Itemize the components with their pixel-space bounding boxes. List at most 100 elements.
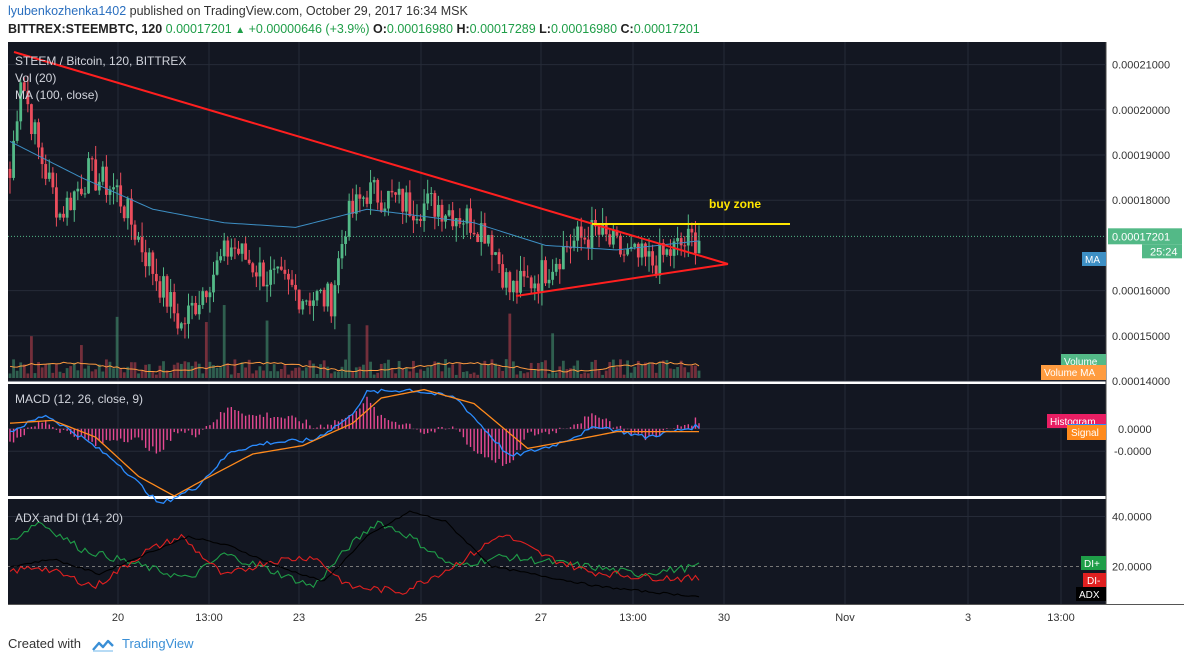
time-axis-tick-label: 23 <box>293 612 305 624</box>
volume-bar <box>340 366 344 378</box>
candle-body <box>287 273 290 280</box>
volume-bar <box>297 367 301 378</box>
volume-bar <box>162 361 165 378</box>
volume-bar <box>504 359 508 378</box>
candle-body <box>576 226 580 241</box>
volume-bar <box>301 370 305 378</box>
volume-bar <box>269 371 273 378</box>
price-axis-tick-label: 0.00015000 <box>1112 331 1170 343</box>
volume-bar <box>658 362 662 378</box>
candle-body <box>611 230 615 245</box>
macd-axis-tick-label: 0.0000 <box>1118 424 1152 436</box>
candle-body <box>65 197 69 218</box>
candle-body <box>72 191 76 211</box>
volume-bar <box>576 360 580 378</box>
panel-1-background <box>8 42 1106 381</box>
candle-body <box>201 291 205 306</box>
candle-body <box>90 158 94 160</box>
volume-bar <box>26 373 30 378</box>
volume-bar <box>362 364 365 378</box>
candle-body <box>347 200 351 237</box>
candle-body <box>615 230 619 236</box>
candle-body <box>115 185 119 188</box>
candle-body <box>108 189 112 195</box>
candle-body <box>469 208 472 233</box>
volume-bar <box>651 362 654 378</box>
volume-bar <box>329 373 333 378</box>
candle-body <box>94 159 98 191</box>
volume-bar <box>458 362 462 378</box>
candle-body <box>465 208 469 224</box>
volume-bar <box>533 369 537 378</box>
candle-body <box>133 224 137 240</box>
candle-body <box>451 210 455 227</box>
author-link[interactable]: lyubenkozhenka1402 <box>8 4 127 18</box>
published-text: published on TradingView.com, October 29… <box>129 4 468 18</box>
volume-bar <box>179 363 183 378</box>
candle-body <box>176 313 180 329</box>
adx-tag <box>1076 587 1106 601</box>
candle-body <box>301 301 305 310</box>
last-price-tag <box>1108 228 1182 245</box>
candle-body <box>197 305 201 315</box>
candle-body <box>151 252 155 274</box>
candle-body <box>354 194 358 214</box>
candle-body <box>419 218 422 221</box>
candle-body <box>237 248 240 254</box>
volume-bar <box>415 372 419 378</box>
candle-body <box>76 188 80 192</box>
candle-body <box>472 232 476 235</box>
candle-body <box>158 281 162 298</box>
candle-body <box>644 243 647 257</box>
volume-bar <box>633 366 637 378</box>
volume-bar <box>101 371 105 378</box>
volume-bar <box>208 361 212 378</box>
volume-bar <box>240 362 244 378</box>
volume-bar <box>365 325 369 378</box>
candle-body <box>219 256 223 261</box>
candle-body <box>62 213 65 218</box>
volume-bar <box>422 370 426 378</box>
panel-3-background <box>8 499 1106 604</box>
candle-body <box>483 223 487 244</box>
volume-bar <box>472 372 476 378</box>
candle-body <box>554 263 558 272</box>
candle-body <box>683 245 687 247</box>
volume-bar <box>676 366 679 378</box>
ohlc-line: BITTREX:STEEMBTC, 120 0.00017201 ▲ +0.00… <box>8 22 700 36</box>
volume-bar <box>76 370 80 378</box>
candle-body <box>461 223 465 225</box>
candle-body <box>529 277 533 289</box>
candle-body <box>387 190 390 209</box>
candle-body <box>636 243 640 258</box>
candle-body <box>519 270 522 293</box>
volume-bar <box>108 361 112 378</box>
candle-body <box>440 204 444 222</box>
volume-bar <box>30 336 33 378</box>
time-axis-tick-label: 13:00 <box>619 612 647 624</box>
volume-bar <box>426 367 430 378</box>
tradingview-link[interactable]: TradingView <box>122 636 194 651</box>
volume-bar <box>201 373 205 378</box>
ma-legend-label: MA (100, close) <box>15 88 98 102</box>
candle-body <box>601 223 605 235</box>
histogram-tag-label: Histogram <box>1050 417 1096 428</box>
candle-body <box>590 220 594 249</box>
candle-body <box>47 172 51 179</box>
candle-body <box>437 204 440 217</box>
candle-body <box>240 243 244 254</box>
volume-bar <box>379 363 383 378</box>
candle-body <box>40 147 44 165</box>
candle-body <box>147 252 151 267</box>
volume-bar <box>87 365 90 378</box>
candle-body <box>244 243 248 260</box>
volume-bar <box>197 363 201 378</box>
volume-bar <box>622 374 626 378</box>
candle-body <box>479 223 483 242</box>
volume-ma-tag <box>1041 365 1106 380</box>
candle-body <box>633 243 637 247</box>
candle-body <box>372 179 376 183</box>
candle-body <box>422 203 426 221</box>
candle-body <box>558 263 562 270</box>
